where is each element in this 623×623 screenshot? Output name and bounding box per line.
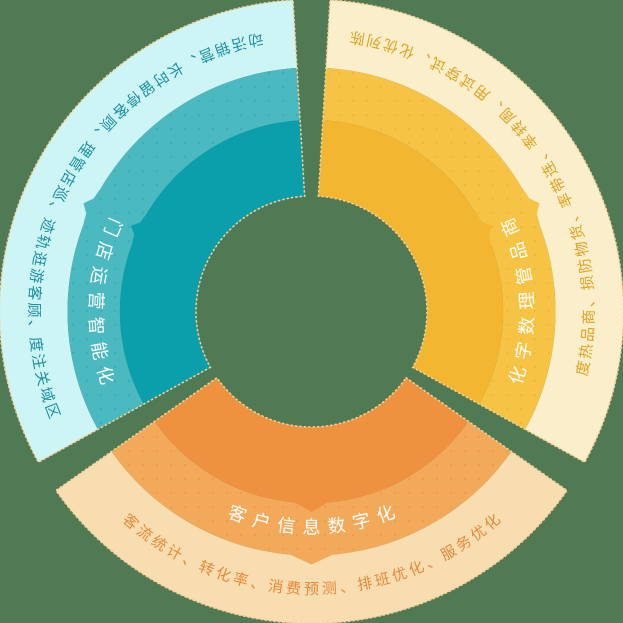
svg-text:品: 品 — [579, 326, 597, 342]
svg-text:客: 客 — [25, 285, 43, 301]
svg-text:排: 排 — [356, 575, 374, 595]
svg-text:防: 防 — [576, 257, 595, 275]
svg-text:运: 运 — [87, 265, 110, 286]
svg-text:损: 损 — [579, 274, 597, 291]
svg-text:、: 、 — [249, 575, 267, 595]
svg-text:、: 、 — [580, 292, 598, 308]
svg-text:数: 数 — [327, 515, 347, 537]
svg-text:度: 度 — [26, 336, 45, 353]
svg-text:消: 消 — [267, 578, 284, 597]
svg-text:理: 理 — [517, 291, 538, 310]
svg-text:字: 字 — [512, 340, 535, 361]
svg-text:能: 能 — [88, 340, 111, 361]
svg-text:息: 息 — [303, 518, 321, 538]
svg-text:、: 、 — [25, 319, 43, 335]
svg-text:商: 商 — [581, 309, 598, 324]
svg-text:营: 营 — [85, 291, 106, 310]
svg-text:注: 注 — [28, 353, 47, 371]
svg-text:管: 管 — [513, 265, 536, 286]
svg-text:陈: 陈 — [348, 28, 366, 48]
svg-text:游: 游 — [26, 267, 45, 284]
svg-text:预: 预 — [304, 581, 319, 598]
svg-text:顾: 顾 — [25, 302, 42, 317]
svg-text:费: 费 — [286, 580, 302, 598]
svg-text:智: 智 — [85, 316, 106, 335]
svg-text:热: 热 — [577, 343, 596, 360]
svg-text:、: 、 — [339, 578, 356, 597]
svg-text:测: 测 — [321, 580, 337, 598]
svg-text:信: 信 — [276, 515, 296, 537]
svg-text:数: 数 — [516, 316, 537, 335]
svg-text:逛: 逛 — [29, 250, 49, 268]
